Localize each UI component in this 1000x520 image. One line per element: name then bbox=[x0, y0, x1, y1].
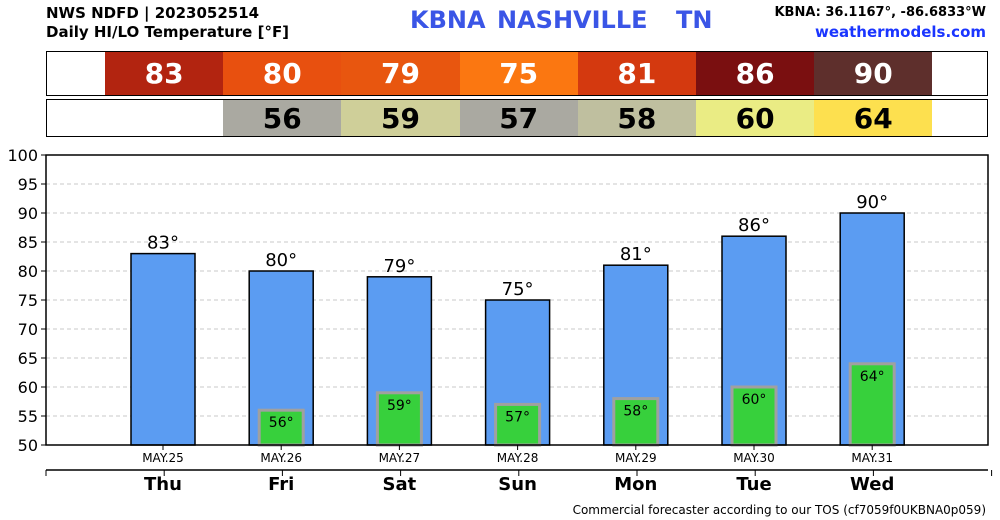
y-tick-label: 65 bbox=[18, 349, 38, 368]
day-label: Wed bbox=[850, 474, 894, 495]
y-tick-label: 85 bbox=[18, 233, 38, 252]
date-label: MAY.25 bbox=[142, 451, 184, 465]
y-tick-label: 70 bbox=[18, 320, 38, 339]
hi-bar-label: 90° bbox=[856, 192, 888, 213]
y-tick-label: 80 bbox=[18, 262, 38, 281]
station-code: KBNA bbox=[410, 6, 486, 34]
lo-temperature-strip: 56 59 57 58 60 64 bbox=[46, 99, 988, 137]
site-link[interactable]: weathermodels.com bbox=[814, 23, 986, 41]
hi-bar bbox=[130, 252, 196, 446]
hi-strip-cell: 80 bbox=[223, 52, 342, 95]
date-label: MAY.31 bbox=[851, 451, 893, 465]
day-label: Tue bbox=[736, 474, 771, 495]
hi-bar-label: 81° bbox=[620, 244, 652, 265]
lo-strip-cell: 56 bbox=[223, 100, 342, 136]
footer-disclaimer: Commercial forecaster according to our T… bbox=[572, 503, 986, 517]
y-tick-label: 55 bbox=[18, 407, 38, 426]
temperature-chart: 83° 80° 79° 75° 81° 86° 90° 56° 59° 57° 58° 60° 64° 5… bbox=[7, 146, 993, 495]
y-tick-label: 95 bbox=[18, 175, 38, 194]
y-tick-label: 50 bbox=[18, 436, 38, 455]
lo-bar bbox=[730, 385, 778, 447]
y-tick-label: 100 bbox=[7, 146, 38, 165]
hi-strip-cell: 75 bbox=[459, 52, 578, 95]
lo-strip-cell: 59 bbox=[341, 100, 460, 136]
hi-strip-cell: 83 bbox=[105, 52, 224, 95]
lo-strip-cell: 64 bbox=[814, 100, 933, 136]
lo-bar-label: 64° bbox=[860, 369, 885, 385]
lo-bar-label: 60° bbox=[742, 392, 767, 408]
hi-strip-cell: 86 bbox=[696, 52, 815, 95]
run-info: NWS NDFD | 2023052514 bbox=[46, 4, 260, 22]
lo-strip-cell: 58 bbox=[577, 100, 696, 136]
y-tick-label: 60 bbox=[18, 378, 38, 397]
day-label: Thu bbox=[144, 474, 182, 495]
day-label: Sun bbox=[498, 474, 537, 495]
lo-bar-label: 59° bbox=[387, 398, 412, 414]
hi-temperature-strip: 83 80 79 75 81 86 90 bbox=[46, 51, 988, 96]
day-label: Mon bbox=[614, 474, 657, 495]
hi-bar-label: 86° bbox=[738, 215, 770, 236]
hi-strip-cell: 90 bbox=[814, 52, 933, 95]
station-city: NASHVILLE bbox=[497, 6, 648, 34]
lo-bar-label: 56° bbox=[269, 415, 294, 431]
date-label: MAY.29 bbox=[615, 451, 657, 465]
header-info: NWS NDFD | 2023052514 Daily HI/LO Temper… bbox=[46, 4, 289, 42]
lo-bar-label: 58° bbox=[623, 404, 648, 420]
lo-strip-cell: 57 bbox=[459, 100, 578, 136]
hi-bar-label: 83° bbox=[147, 233, 179, 254]
lo-bar bbox=[375, 391, 423, 447]
hi-bar-label: 75° bbox=[502, 279, 534, 300]
date-label: MAY.30 bbox=[733, 451, 775, 465]
date-label: MAY.26 bbox=[260, 451, 302, 465]
hi-strip-cell: 79 bbox=[341, 52, 460, 95]
station-state: TN bbox=[676, 6, 713, 34]
hi-bar-label: 79° bbox=[383, 256, 415, 277]
y-tick-label: 90 bbox=[18, 204, 38, 223]
day-label: Sat bbox=[383, 474, 417, 495]
hi-bar-label: 80° bbox=[265, 250, 297, 271]
y-tick-label: 75 bbox=[18, 291, 38, 310]
lo-bar bbox=[848, 362, 896, 447]
date-label: MAY.27 bbox=[379, 451, 421, 465]
date-label: MAY.28 bbox=[497, 451, 539, 465]
station-coords: KBNA: 36.1167°, -86.6833°W bbox=[774, 5, 986, 20]
lo-bar-label: 57° bbox=[505, 409, 530, 425]
day-label: Fri bbox=[268, 474, 294, 495]
chart-title: Daily HI/LO Temperature [°F] bbox=[46, 23, 290, 41]
hi-strip-cell: 81 bbox=[577, 52, 696, 95]
lo-strip-cell: 60 bbox=[696, 100, 815, 136]
lo-bar bbox=[494, 402, 542, 447]
